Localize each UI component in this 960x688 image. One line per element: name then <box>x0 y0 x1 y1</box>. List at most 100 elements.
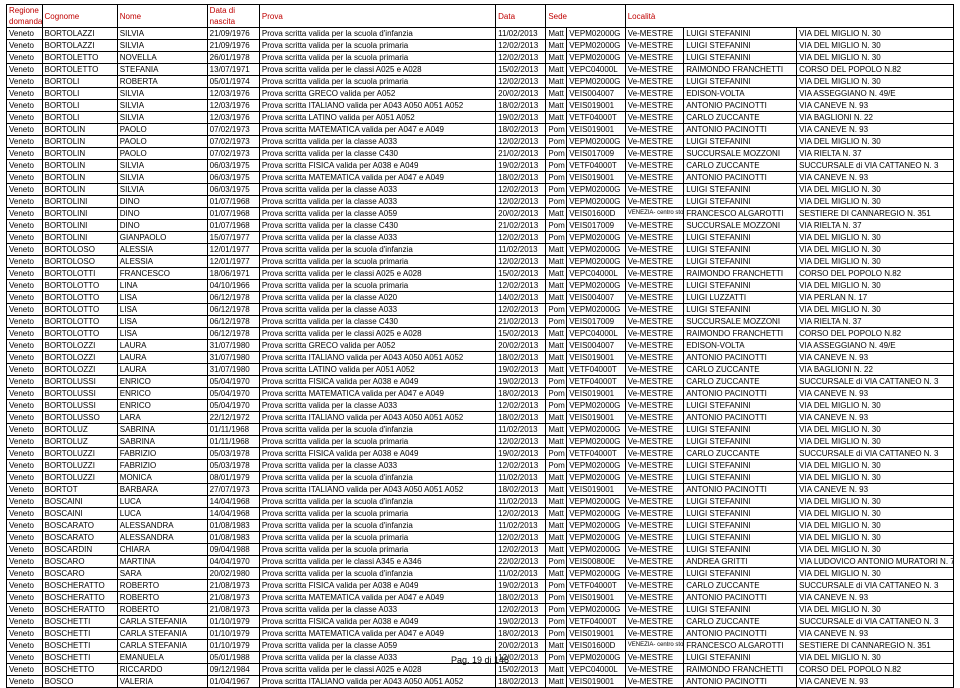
table-cell: ROBERTO <box>117 592 207 604</box>
table-cell: Veneto <box>7 76 43 88</box>
table-cell: CORSO DEL POPOLO N.82 <box>797 268 954 280</box>
table-row: VenetoBORTOLINSILVIA06/03/1975Prova scri… <box>7 172 954 184</box>
table-cell: Matt <box>546 508 567 520</box>
table-header-row: Regione domanda Cognome Nome Data di nas… <box>7 5 954 28</box>
table-cell: Prova scritta FISICA valida per A038 e A… <box>259 580 495 592</box>
table-cell: 21/09/1976 <box>207 28 259 40</box>
table-cell: Ve-MESTRE <box>625 580 684 592</box>
table-row: VenetoBOSCHERATTOROBERTO21/08/1973Prova … <box>7 604 954 616</box>
table-cell: BORTOT <box>42 484 117 496</box>
table-cell: SABRINA <box>117 424 207 436</box>
table-cell: LUIGI STEFANINI <box>684 496 797 508</box>
table-cell: LUIGI STEFANINI <box>684 436 797 448</box>
col-sede: Sede <box>546 5 625 28</box>
table-row: VenetoBOSCARDINCHIARA09/04/1988Prova scr… <box>7 544 954 556</box>
table-cell: VEPC04000L <box>567 268 626 280</box>
table-cell: 15/02/2013 <box>496 664 546 676</box>
table-cell: CARLO ZUCCANTE <box>684 616 797 628</box>
table-cell: Matt <box>546 268 567 280</box>
table-row: VenetoBORTOLISILVIA12/03/1976Prova scrit… <box>7 112 954 124</box>
table-cell: Ve-MESTRE <box>625 496 684 508</box>
table-row: VenetoBOSCAROSARA20/02/1980Prova scritta… <box>7 568 954 580</box>
table-cell: Prova scritta MATEMATICA valida per A047… <box>259 172 495 184</box>
col-localita: Località <box>625 5 953 28</box>
table-cell: LISA <box>117 328 207 340</box>
table-cell: SUCCURSALE MOZZONI <box>684 316 797 328</box>
table-cell: Ve-MESTRE <box>625 220 684 232</box>
table-cell: 12/02/2013 <box>496 52 546 64</box>
table-cell: Ve-MESTRE <box>625 472 684 484</box>
table-cell: VIA CANEVE N. 93 <box>797 172 954 184</box>
table-cell: Veneto <box>7 676 43 688</box>
table-cell: VIA PERLAN N. 17 <box>797 292 954 304</box>
table-cell: DINO <box>117 208 207 220</box>
table-cell: CARLA STEFANIA <box>117 640 207 652</box>
table-cell: 11/02/2013 <box>496 496 546 508</box>
table-cell: Matt <box>546 640 567 652</box>
table-cell: SUCCURSALE MOZZONI <box>684 148 797 160</box>
table-cell: BORTOLINI <box>42 232 117 244</box>
table-cell: 20/02/1980 <box>207 568 259 580</box>
table-cell: 18/02/2013 <box>496 100 546 112</box>
table-cell: Prova scritta valida per la scuola d'inf… <box>259 472 495 484</box>
table-cell: Ve-MESTRE <box>625 436 684 448</box>
table-cell: Matt <box>546 100 567 112</box>
table-cell: BORTOLOTTI <box>42 268 117 280</box>
table-cell: Prova scritta valida per la scuola d'inf… <box>259 424 495 436</box>
table-cell: Pom <box>546 376 567 388</box>
table-cell: 18/02/2013 <box>496 124 546 136</box>
table-cell: VIA DEL MIGLIO N. 30 <box>797 472 954 484</box>
table-cell: 12/02/2013 <box>496 604 546 616</box>
table-cell: Veneto <box>7 136 43 148</box>
table-cell: BORTOLOTTO <box>42 328 117 340</box>
table-row: VenetoBORTOLISILVIA12/03/1976Prova scrit… <box>7 88 954 100</box>
table-row: VenetoBORTOLOTTOLISA06/12/1978Prova scri… <box>7 316 954 328</box>
table-cell: 05/01/1974 <box>207 76 259 88</box>
table-cell: BARBARA <box>117 484 207 496</box>
table-cell: Veneto <box>7 628 43 640</box>
table-cell: 07/02/1973 <box>207 148 259 160</box>
table-cell: LUIGI STEFANINI <box>684 568 797 580</box>
table-cell: BOSCAINI <box>42 496 117 508</box>
table-cell: VIA DEL MIGLIO N. 30 <box>797 508 954 520</box>
table-row: VenetoBOSCHERATTOROBERTO21/08/1973Prova … <box>7 592 954 604</box>
table-cell: 06/03/1975 <box>207 160 259 172</box>
table-cell: LUIGI STEFANINI <box>684 76 797 88</box>
table-cell: Pom <box>546 604 567 616</box>
table-row: VenetoBOSCAINILUCA14/04/1968Prova scritt… <box>7 496 954 508</box>
table-cell: BOSCARDIN <box>42 544 117 556</box>
table-cell: BORTOLINI <box>42 196 117 208</box>
table-cell: Prova scritta valida per le classi A025 … <box>259 664 495 676</box>
table-cell: Prova scritta FISICA valida per A038 e A… <box>259 160 495 172</box>
table-cell: 06/03/1975 <box>207 184 259 196</box>
table-cell: Matt <box>546 244 567 256</box>
table-cell: Matt <box>546 496 567 508</box>
table-cell: VEIS004007 <box>567 88 626 100</box>
table-cell: 21/09/1976 <box>207 40 259 52</box>
table-cell: BOSCHERATTO <box>42 592 117 604</box>
table-cell: LUIGI STEFANINI <box>684 280 797 292</box>
table-cell: VETF04000T <box>567 364 626 376</box>
table-cell: Pom <box>546 160 567 172</box>
table-cell: 20/02/2013 <box>496 88 546 100</box>
table-cell: VEPM02000G <box>567 52 626 64</box>
table-cell: 01/07/1968 <box>207 220 259 232</box>
table-cell: VEIS019001 <box>567 628 626 640</box>
table-cell: BORTOLOSO <box>42 256 117 268</box>
table-row: VenetoBORTOLUZZIFABRIZIO05/03/1978Prova … <box>7 460 954 472</box>
table-cell: VIA CANEVE N. 93 <box>797 388 954 400</box>
table-cell: LUIGI STEFANINI <box>684 472 797 484</box>
table-cell: VEIS00800E <box>567 556 626 568</box>
table-cell: 07/02/1973 <box>207 136 259 148</box>
table-cell: VEPM02000G <box>567 532 626 544</box>
table-cell: SILVIA <box>117 184 207 196</box>
table-cell: Prova scritta valida per la scuola prima… <box>259 508 495 520</box>
table-cell: Matt <box>546 424 567 436</box>
table-row: VenetoBORTOLINPAOLO07/02/1973Prova scrit… <box>7 136 954 148</box>
table-cell: Veneto <box>7 184 43 196</box>
table-cell: RAIMONDO FRANCHETTI <box>684 268 797 280</box>
table-cell: ANTONIO PACINOTTI <box>684 412 797 424</box>
table-cell: 15/02/2013 <box>496 328 546 340</box>
table-cell: VIA DEL MIGLIO N. 30 <box>797 40 954 52</box>
table-cell: VETF04000T <box>567 376 626 388</box>
